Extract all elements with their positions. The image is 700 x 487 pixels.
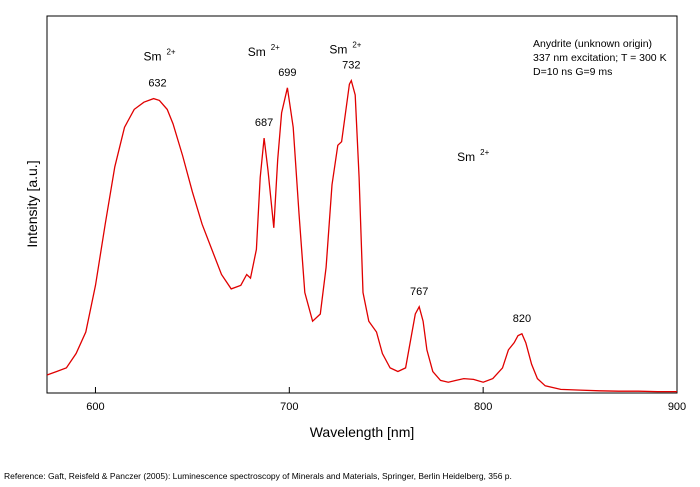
sample-info: Anydrite (unknown origin) 337 nm excitati…	[533, 38, 667, 78]
ion-labels: Sm 2+ Sm 2+ Sm 2+ Sm 2+	[143, 41, 489, 164]
x-axis-tick-labels: 600 700 800 900	[86, 401, 686, 413]
x-tick-label-800: 800	[474, 401, 492, 413]
ion-label-sm2plus: Sm 2+	[143, 48, 175, 64]
peak-label-767: 767	[410, 286, 428, 298]
ion-label-base: Sm	[329, 43, 347, 57]
sample-info-line-3: D=10 ns G=9 ms	[533, 66, 612, 78]
y-axis-title: Intensity [a.u.]	[24, 160, 40, 247]
peak-labels: 632 687 699 732 767 820	[148, 60, 531, 325]
ion-label-base: Sm	[457, 150, 475, 164]
x-axis-title: Wavelength [nm]	[310, 424, 415, 440]
sample-info-line-2: 337 nm excitation; T = 300 K	[533, 52, 667, 64]
ion-label-charge: 2+	[352, 41, 361, 50]
ion-label-sm2plus: Sm 2+	[248, 43, 280, 59]
peak-label-699: 699	[278, 67, 296, 79]
ion-label-charge: 2+	[480, 148, 489, 157]
x-tick-label-900: 900	[668, 401, 686, 413]
ion-label-sm2plus: Sm 2+	[457, 148, 489, 164]
x-tick-label-700: 700	[280, 401, 298, 413]
sample-info-line-1: Anydrite (unknown origin)	[533, 38, 652, 50]
peak-label-820: 820	[513, 313, 531, 325]
spectrum-series-line	[46, 78, 677, 393]
peak-label-732: 732	[342, 60, 360, 72]
ion-label-sm2plus: Sm 2+	[329, 41, 361, 57]
ion-label-base: Sm	[248, 45, 266, 59]
reference-citation: Reference: Gaft, Reisfeld & Panczer (200…	[4, 471, 512, 481]
peak-label-687: 687	[255, 117, 273, 129]
ion-label-charge: 2+	[166, 48, 175, 57]
plot-frame	[46, 15, 678, 394]
ion-label-base: Sm	[143, 50, 161, 64]
x-tick-label-600: 600	[86, 401, 104, 413]
ion-label-charge: 2+	[271, 43, 280, 52]
peak-label-632: 632	[148, 78, 166, 90]
